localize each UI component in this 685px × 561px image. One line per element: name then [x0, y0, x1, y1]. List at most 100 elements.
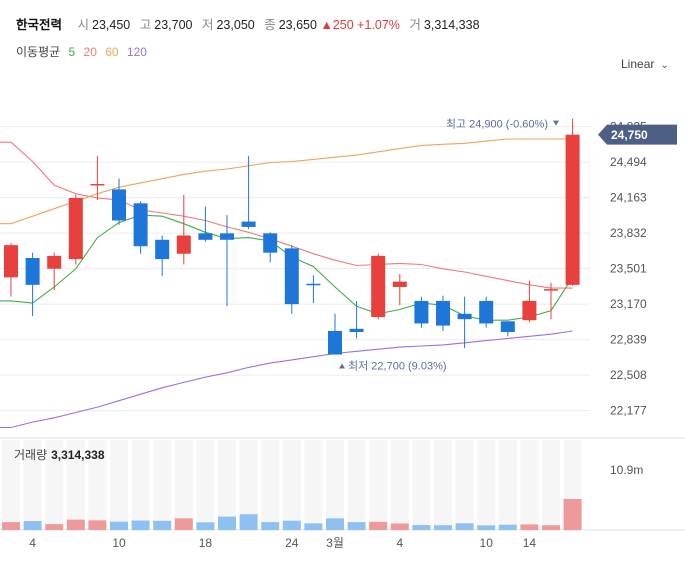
candle-body — [500, 321, 515, 333]
candle — [500, 321, 515, 337]
volume-slot — [282, 440, 301, 530]
ma-legend-5[interactable]: 5 — [68, 45, 76, 59]
price-tick-label: 22,508 — [610, 368, 647, 382]
volume-slot — [23, 440, 42, 530]
ma-line-120 — [0, 330, 573, 429]
volume-panel-label: 거래량 3,314,338 — [14, 446, 105, 463]
candle — [457, 296, 472, 349]
min-marker-icon — [339, 363, 345, 369]
volume-slot — [239, 440, 258, 530]
candle-body — [522, 300, 537, 321]
candle-body — [457, 313, 472, 320]
volume-bar — [455, 523, 474, 530]
candle-body — [220, 233, 234, 240]
volume-bar — [218, 516, 236, 530]
current-price-value: 24,750 — [611, 128, 648, 142]
volume-tick-label: 10.9m — [610, 463, 643, 477]
volume-slot — [45, 440, 64, 530]
candle-body — [112, 189, 126, 221]
open-label: 시 — [77, 18, 90, 32]
candle — [155, 235, 170, 277]
volume-slot — [153, 440, 172, 530]
candle — [284, 245, 299, 314]
ma-legend-20[interactable]: 20 — [83, 45, 97, 59]
volume-bar — [196, 522, 215, 530]
volume-bar — [2, 522, 20, 530]
volume-slot — [110, 440, 128, 530]
ma-legend-120[interactable]: 120 — [126, 45, 147, 59]
volume-bar — [174, 518, 193, 530]
volume-bar — [153, 520, 172, 530]
candle — [522, 280, 537, 323]
volume-slot — [434, 440, 452, 530]
volume-bar — [434, 525, 452, 530]
volume-slot — [304, 440, 323, 530]
volume-bar — [261, 522, 280, 530]
volume-bar — [347, 522, 366, 530]
volume-bar — [563, 499, 582, 530]
volume-slot — [347, 440, 366, 530]
volume-bar — [412, 525, 431, 530]
candle-body — [155, 239, 170, 260]
candle — [263, 232, 278, 263]
volume-bar — [304, 523, 323, 530]
candle — [544, 282, 558, 320]
candle-body — [90, 184, 105, 186]
price-tick-label: 24,163 — [610, 191, 647, 205]
date-tick-label: 4 — [396, 536, 403, 550]
volume-slot — [520, 440, 539, 530]
price-tick-label: 22,839 — [610, 333, 647, 347]
volume-bar — [542, 525, 560, 530]
candle-body — [198, 233, 213, 240]
date-tick-label: 3월 — [326, 536, 344, 550]
volume-bar — [66, 519, 85, 530]
annotations: 최고 24,900 (-0.60%) 최저 22,700 (9.03%) — [339, 118, 559, 373]
candle-body — [544, 289, 558, 291]
candle-body — [133, 203, 148, 247]
candle — [436, 295, 450, 331]
change-value: ▲250 — [320, 18, 354, 32]
open-value: 23,450 — [92, 18, 131, 32]
low-value: 23,050 — [216, 18, 255, 32]
candle-body — [25, 258, 40, 285]
max-marker-icon — [553, 120, 559, 126]
date-tick-label: 10 — [480, 536, 494, 550]
candle — [133, 201, 148, 254]
candle — [25, 252, 40, 316]
candle-body — [47, 255, 62, 269]
volume-slot — [369, 440, 388, 530]
volume-bars — [2, 499, 582, 530]
candle-body — [4, 245, 18, 278]
volume-slot — [2, 440, 20, 530]
date-tick-label: 14 — [523, 536, 537, 550]
scale-dropdown[interactable]: Linear ⌄ — [621, 57, 669, 71]
candle-body — [68, 197, 83, 260]
min-price-label: 최저 22,700 (9.03%) — [348, 360, 447, 373]
volume-bar — [239, 514, 258, 530]
candle-body — [392, 281, 407, 287]
candle-body — [371, 255, 386, 318]
candle-body — [436, 300, 450, 326]
volume-slot — [477, 440, 496, 530]
ma-line-20 — [0, 141, 573, 289]
price-tick-label: 22,177 — [610, 404, 647, 418]
volume-slot — [498, 440, 517, 530]
high-value: 23,700 — [154, 18, 193, 32]
ma-legend-60[interactable]: 60 — [105, 45, 119, 59]
date-tick-label: 24 — [285, 536, 299, 550]
candle-body — [306, 283, 321, 286]
volume-slot — [131, 440, 150, 530]
volume-slot — [412, 440, 431, 530]
volume-slot — [326, 440, 344, 530]
moving-average-legend[interactable]: 이동평균 5 20 60 120 — [16, 43, 152, 60]
stock-name: 한국전력 — [16, 18, 63, 32]
volume-bar — [477, 525, 496, 530]
candle — [176, 194, 191, 265]
price-tick-label: 23,832 — [610, 226, 647, 240]
candle — [306, 275, 321, 304]
price-tick-label: 23,501 — [610, 262, 647, 276]
quote-header: 한국전력 시 23,450 고 23,700 저 23,050 종 23,650 ▲25… — [16, 14, 480, 33]
candle — [220, 215, 234, 307]
date-tick-label: 4 — [29, 536, 36, 550]
